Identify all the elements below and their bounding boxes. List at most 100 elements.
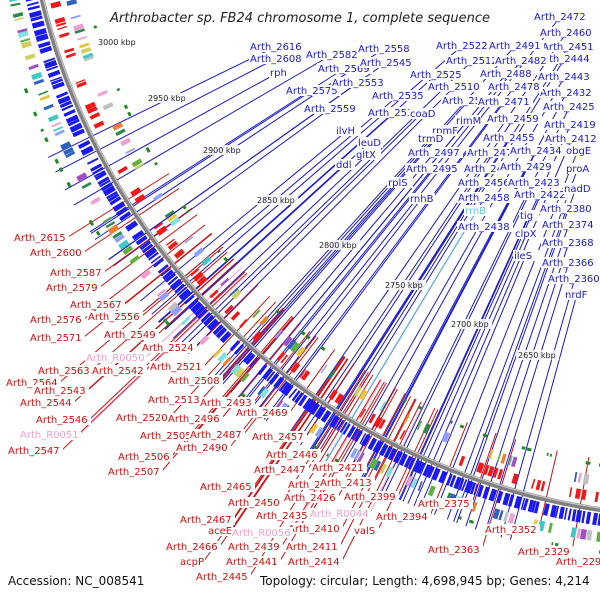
gene-block xyxy=(307,401,318,414)
gene-block xyxy=(441,431,451,443)
gene-block xyxy=(183,294,195,305)
gene-block xyxy=(56,21,67,27)
gene-block xyxy=(329,415,340,429)
gene-block xyxy=(459,424,465,429)
gene-block xyxy=(162,269,174,281)
gene-block xyxy=(52,81,65,90)
reverse-gene-label: Arth_2421 xyxy=(312,463,364,474)
reverse-gene-label: Arth_2441 xyxy=(226,557,278,568)
forward-gene-label: Arth_2455 xyxy=(483,133,535,144)
gene-block xyxy=(438,470,448,484)
forward-gene-leader-line xyxy=(398,214,530,500)
gene-block xyxy=(373,416,383,428)
forward-gene-label-bg xyxy=(477,96,533,107)
forward-gene-label-bg xyxy=(305,49,361,60)
gene-block xyxy=(129,255,140,265)
reverse-gene-leader-line xyxy=(157,262,237,335)
gene-block xyxy=(94,171,107,181)
forward-gene-label-bg xyxy=(539,27,595,38)
forward-gene-label: Arth_2444 xyxy=(538,54,590,65)
reverse-rna-label-bg xyxy=(309,508,371,519)
gene-block xyxy=(59,32,70,38)
gene-block xyxy=(156,225,168,236)
reverse-rna-label: Arth_R0056 xyxy=(232,528,291,539)
kbp-mark-label: 2850 kbp xyxy=(257,196,295,205)
gene-block xyxy=(275,309,281,315)
forward-gene-label-bg xyxy=(371,90,427,101)
reverse-gene-label: Arth_2507 xyxy=(108,467,160,478)
gene-block xyxy=(305,399,314,411)
reverse-gene-leader-line xyxy=(91,251,228,371)
gene-block xyxy=(398,453,408,466)
reverse-gene-label-bg xyxy=(353,525,379,536)
gene-block xyxy=(77,36,88,41)
gene-block xyxy=(76,81,87,88)
gene-block xyxy=(222,356,232,367)
gene-block xyxy=(35,33,49,42)
reverse-gene-label: Arth_2564 xyxy=(6,378,58,389)
gene-block xyxy=(379,463,388,474)
gene-block xyxy=(80,145,94,156)
gene-block xyxy=(119,211,132,222)
gene-block xyxy=(334,393,345,405)
forward-gene-label-bg xyxy=(317,63,373,74)
forward-gene-label-bg xyxy=(463,163,519,174)
gene-block xyxy=(217,250,221,254)
reverse-gene-leader-line xyxy=(538,450,558,530)
reverse-gene-label-bg xyxy=(175,442,231,453)
gene-block xyxy=(84,101,96,111)
gene-block xyxy=(359,408,367,418)
forward-gene-leader-line xyxy=(362,149,538,482)
gene-block xyxy=(66,181,72,188)
gene-block xyxy=(95,230,101,236)
reverse-gene-label: Arth_2543 xyxy=(34,386,86,397)
gene-block xyxy=(305,334,311,340)
gene-block xyxy=(76,172,88,182)
reverse-gene-label-bg xyxy=(189,429,245,440)
gene-block xyxy=(164,210,175,218)
forward-gene-label-bg xyxy=(564,289,590,300)
reverse-gene-label-bg xyxy=(285,541,341,552)
gene-block xyxy=(97,89,108,97)
gene-block xyxy=(93,120,105,129)
reverse-gene-label-bg xyxy=(5,377,61,388)
kbp-mark-label: 2950 kbp xyxy=(148,94,186,103)
gene-block xyxy=(581,489,587,501)
forward-gene-label-bg xyxy=(488,40,544,51)
forward-gene-label: obgE xyxy=(566,146,591,157)
gene-block xyxy=(592,512,599,526)
gene-block xyxy=(239,318,248,329)
forward-gene-label-bg xyxy=(541,219,597,230)
forward-gene-label: Arth_2534 xyxy=(368,108,420,119)
gene-block xyxy=(266,371,276,382)
gene-block xyxy=(458,478,465,491)
gene-block xyxy=(230,311,241,321)
gene-block xyxy=(43,57,56,64)
reverse-gene-label-bg xyxy=(29,247,85,258)
gene-block xyxy=(150,255,162,264)
forward-gene-label: ileS xyxy=(514,251,532,262)
gene-block xyxy=(288,388,298,399)
forward-gene-leader-line xyxy=(309,167,492,452)
forward-gene-label-bg xyxy=(249,41,305,52)
gene-block xyxy=(449,474,457,488)
gene-track-5 xyxy=(66,0,590,485)
forward-gene-label-bg xyxy=(405,163,461,174)
gene-track-2 xyxy=(9,0,600,542)
gene-block xyxy=(33,111,38,117)
reverse-gene-label: Arth_2520 xyxy=(116,413,168,424)
gene-block xyxy=(99,179,111,188)
gene-block xyxy=(403,413,410,424)
gene-block xyxy=(379,401,387,412)
gene-block xyxy=(417,481,423,491)
gene-block xyxy=(165,238,175,246)
gene-block xyxy=(125,147,136,154)
gene-block xyxy=(92,166,104,175)
gene-block xyxy=(336,419,345,431)
gene-block xyxy=(503,511,509,522)
forward-gene-label-bg xyxy=(466,147,522,158)
forward-gene-label: Arth_2456 xyxy=(458,178,510,189)
gene-block xyxy=(123,104,129,110)
forward-gene-label-bg xyxy=(486,113,542,124)
forward-gene-label: Arth_2525 xyxy=(410,70,462,81)
